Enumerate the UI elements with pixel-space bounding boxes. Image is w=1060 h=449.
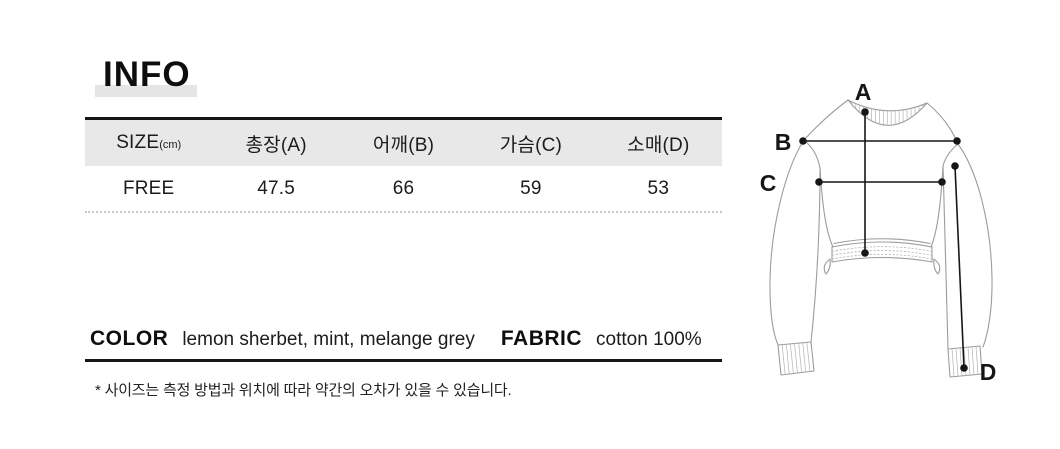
garment-measurement-diagram: A B C D (760, 79, 997, 385)
measurement-lines (803, 112, 965, 369)
fabric-label: FABRIC (500, 327, 583, 350)
fabric-value: cotton 100% (596, 329, 702, 350)
cell-shoulder-value: 66 (392, 177, 415, 199)
measurement-dots (799, 108, 968, 372)
size-table: SIZE(cm) 총장(A) 어깨(B) 가슴(C) 소매(D) FREE 47… (85, 117, 722, 213)
measurement-label-b: B (775, 129, 792, 155)
page-title: INFO (103, 55, 191, 94)
right-armpit-seam (942, 143, 959, 167)
hem-ends (831, 246, 933, 263)
size-label: SIZE (116, 132, 160, 153)
hem-top-arc (831, 241, 933, 248)
cell-chest-value: 59 (520, 177, 542, 199)
left-cuff (777, 341, 815, 376)
color-value: lemon sherbet, mint, melange grey (182, 329, 475, 350)
left-armpit-seam (803, 139, 821, 169)
header-cell-shoulder: 어깨(B) (372, 134, 435, 156)
right-sleeve-inner (942, 165, 949, 350)
measurement-label-d: D (980, 359, 997, 385)
hem-top-outline (833, 238, 931, 245)
cuff-rib-lines (781, 342, 979, 377)
color-label: COLOR (90, 327, 169, 350)
hem-rib-texture (831, 246, 933, 260)
hem-bottom-arc (831, 256, 933, 263)
bottom-rule (85, 359, 722, 362)
right-body-side (930, 165, 944, 248)
left-drawstring-loop (823, 258, 831, 275)
title-highlight-bar (95, 85, 197, 97)
page-title-block: INFO (95, 55, 197, 97)
cell-length-value: 47.5 (257, 177, 295, 199)
cell-size-free: FREE (122, 177, 175, 199)
measure-line-d (954, 165, 965, 369)
sweater-outline (769, 99, 993, 378)
right-sleeve-outer (957, 143, 993, 348)
left-sleeve-inner (810, 167, 821, 343)
header-cell-chest: 가슴(C) (499, 134, 563, 156)
right-cuff (947, 345, 983, 378)
measurement-label-c: C (760, 170, 777, 196)
left-shoulder (803, 99, 849, 141)
right-drawstring-loop (933, 258, 941, 275)
measurement-label-a: A (855, 79, 872, 105)
left-body-side (819, 167, 834, 248)
size-unit-label: (cm) (159, 139, 182, 151)
header-cell-sleeve: 소매(D) (627, 134, 690, 156)
cell-sleeve-value: 53 (647, 177, 670, 199)
size-table-header-row: SIZE(cm) 총장(A) 어깨(B) 가슴(C) 소매(D) (85, 120, 722, 166)
size-disclaimer-note: * 사이즈는 측정 방법과 위치에 따라 약간의 오차가 있을 수 있습니다. (95, 382, 512, 399)
size-table-data-row: FREE 47.5 66 59 53 (85, 166, 722, 213)
header-cell-size: SIZE(cm) (85, 132, 212, 154)
right-shoulder (926, 102, 959, 145)
header-cell-length: 총장(A) (245, 134, 307, 156)
left-sleeve-outer (769, 139, 805, 346)
color-fabric-row: COLOR lemon sherbet, mint, melange grey … (90, 327, 702, 351)
